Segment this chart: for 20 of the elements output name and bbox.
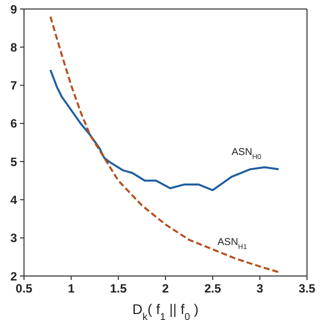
x-tick-label: 2.5: [204, 282, 222, 296]
x-tick-label: 2: [162, 282, 170, 296]
x-tick-label: 3: [256, 282, 264, 296]
y-tick-label: 2: [10, 269, 18, 284]
x-tick-label: 1.5: [110, 282, 127, 296]
x-tick-label: 1: [68, 282, 75, 296]
y-tick-label: 4: [10, 192, 18, 207]
series-label: ASN$_{H0}$: [232, 147, 262, 161]
y-tick-label: 5: [10, 154, 18, 169]
x-tick-label: 3.5: [298, 282, 316, 296]
y-tick-label: 9: [10, 2, 18, 16]
x-axis-title: D$_{k}$( f$_{1}$ || f$_{0}$ ): [132, 301, 199, 320]
y-tick-label: 3: [10, 231, 18, 246]
x-tick-label: 0.5: [16, 282, 33, 296]
y-tick-label: 7: [10, 78, 18, 93]
series-label: ASN$_{H1}$: [217, 236, 248, 250]
y-tick-label: 6: [10, 116, 18, 131]
line-series: [49, 16, 280, 274]
line-series: [49, 69, 280, 192]
y-tick-label: 8: [10, 40, 18, 54]
